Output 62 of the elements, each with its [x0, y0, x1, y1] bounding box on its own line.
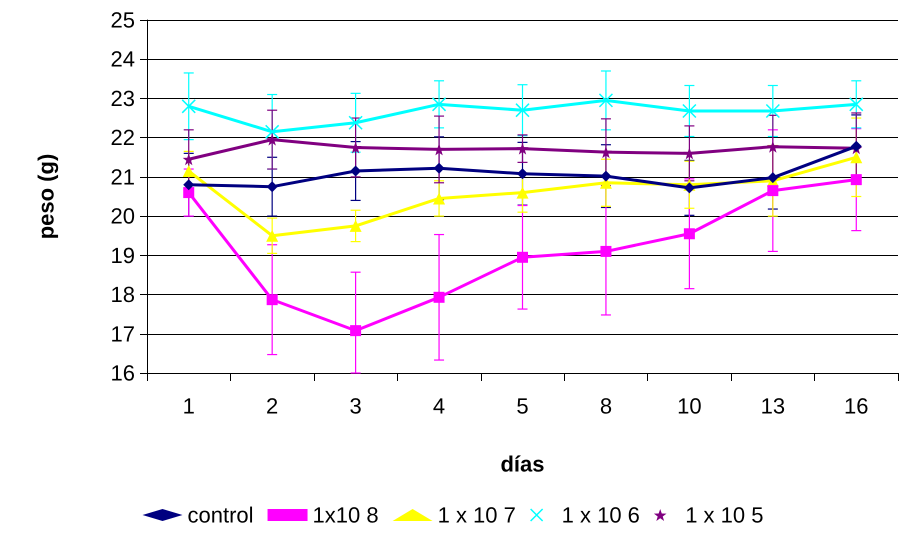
- point: [767, 172, 778, 184]
- point: [849, 97, 864, 112]
- point: [517, 252, 528, 263]
- point: [517, 168, 528, 180]
- point: [516, 142, 528, 155]
- point: [684, 228, 695, 240]
- x-tick-label: 3: [349, 394, 362, 418]
- y-tick-label: 19: [110, 242, 135, 268]
- point: [183, 187, 194, 198]
- point: [433, 192, 446, 204]
- x-tick-label: 13: [760, 394, 786, 418]
- x-axis-title: días: [500, 452, 545, 476]
- legend-label: 1 x 10 5: [685, 502, 764, 528]
- legend-label: control: [188, 502, 254, 528]
- point: [432, 97, 446, 112]
- point: [350, 166, 362, 177]
- point: [515, 102, 530, 118]
- legend-label: 1 x 10 7: [438, 502, 516, 528]
- legend-label: 1x10 8: [312, 502, 379, 528]
- y-tick-label: 24: [110, 46, 135, 72]
- point: [767, 185, 778, 196]
- point: [850, 174, 862, 186]
- point: [598, 93, 614, 108]
- point: [183, 179, 194, 190]
- point: [350, 325, 362, 336]
- point: [434, 162, 445, 174]
- point: [850, 151, 862, 164]
- point: [350, 220, 362, 232]
- x-tick-label: 2: [266, 394, 278, 418]
- x-tick-label: 10: [677, 394, 702, 418]
- x-tick-label: 5: [516, 394, 529, 418]
- point: [181, 99, 196, 114]
- point: [516, 186, 528, 199]
- x-tick-label: 4: [432, 394, 446, 418]
- y-tick-label: 16: [110, 360, 135, 386]
- point: [182, 165, 195, 178]
- y-tick-label: 18: [110, 282, 135, 308]
- y-axis-title: peso (g): [34, 154, 58, 240]
- y-tick-label: 17: [110, 321, 135, 346]
- y-tick-label: 20: [110, 204, 135, 229]
- x-tick-label: 1: [182, 394, 195, 418]
- point: [600, 170, 612, 182]
- point: [266, 294, 278, 306]
- x-tick-label: 8: [600, 394, 612, 418]
- x-tick-label: 16: [844, 394, 869, 418]
- point: [766, 140, 779, 153]
- point: [266, 230, 278, 242]
- y-tick-label: 25: [110, 8, 135, 32]
- y-tick-label: 22: [110, 125, 135, 150]
- legend-label: 1 x 10 6: [562, 502, 640, 528]
- point: [266, 134, 278, 146]
- point: [264, 124, 280, 140]
- y-tick-label: 23: [110, 86, 135, 111]
- point: [850, 140, 862, 152]
- point: [434, 292, 445, 303]
- y-tick-label: 21: [110, 164, 135, 190]
- point: [266, 181, 278, 192]
- point: [348, 116, 363, 130]
- point: [600, 246, 612, 257]
- point: [682, 104, 697, 118]
- point: [766, 104, 780, 118]
- point: [684, 182, 695, 194]
